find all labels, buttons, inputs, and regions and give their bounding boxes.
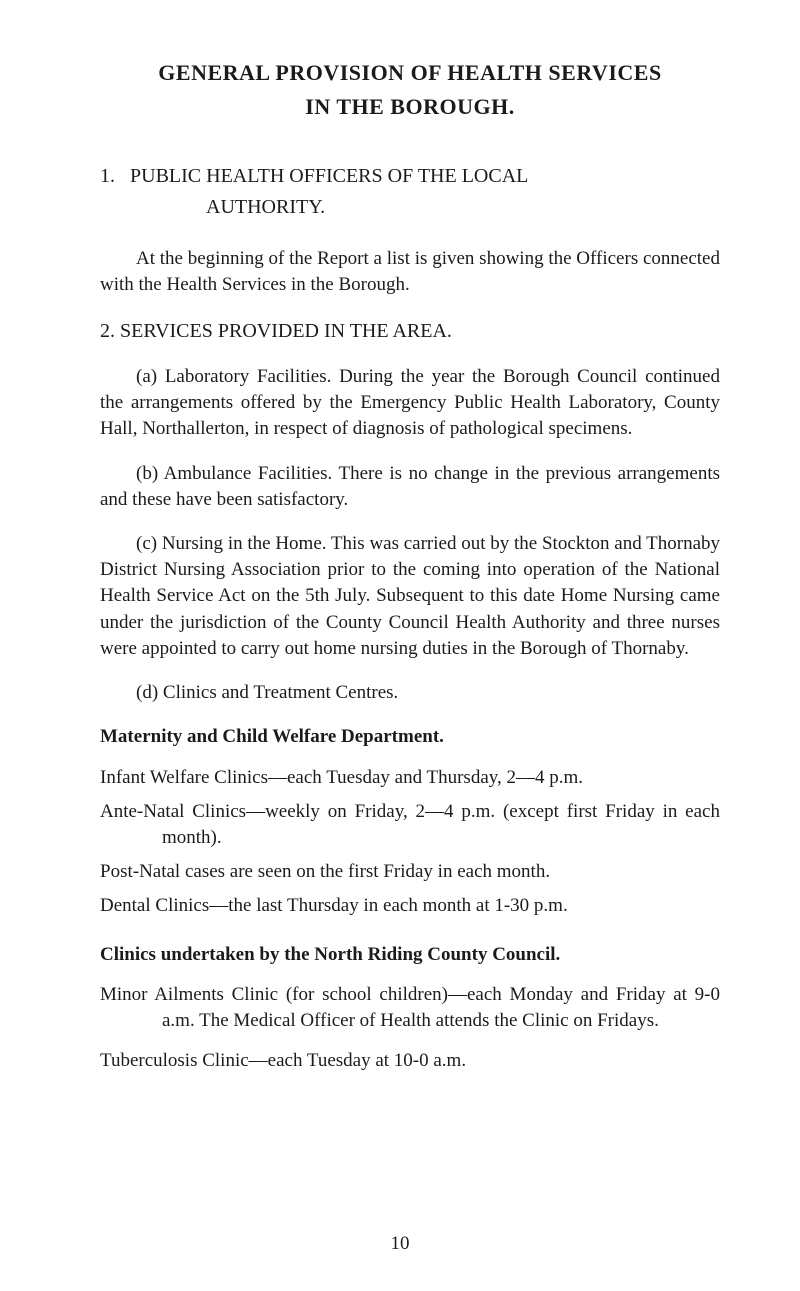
document-page: GENERAL PROVISION OF HEALTH SERVICES IN … — [0, 0, 800, 1291]
section-2a: (a) Laboratory Facilities. During the ye… — [100, 364, 720, 443]
maternity-ante: Ante-Natal Clinics—weekly on Friday, 2—4… — [100, 799, 720, 851]
section-2d: (d) Clinics and Treatment Centres. — [100, 680, 720, 706]
section-1-head: 1. PUBLIC HEALTH OFFICERS OF THE LOCAL — [100, 163, 720, 191]
page-number: 10 — [0, 1231, 800, 1257]
page-title-line1: GENERAL PROVISION OF HEALTH SERVICES — [100, 58, 720, 88]
maternity-infant: Infant Welfare Clinics—each Tuesday and … — [100, 765, 720, 791]
nrcc-heading: Clinics undertaken by the North Riding C… — [100, 942, 720, 968]
section-2-head: 2. SERVICES PROVIDED IN THE AREA. — [100, 318, 720, 346]
section-1-paragraph: At the beginning of the Report a list is… — [100, 246, 720, 298]
section-1-name: PUBLIC HEALTH OFFICERS OF THE LOCAL — [130, 163, 720, 191]
page-title-line2: IN THE BOROUGH. — [100, 92, 720, 122]
maternity-dental: Dental Clinics—the last Thursday in each… — [100, 893, 720, 919]
maternity-heading: Maternity and Child Welfare Department. — [100, 724, 720, 750]
nrcc-tb: Tuberculosis Clinic—each Tuesday at 10-0… — [100, 1048, 720, 1074]
section-2b: (b) Ambulance Facilities. There is no ch… — [100, 461, 720, 513]
section-1-authority: AUTHORITY. — [206, 194, 720, 222]
section-2c: (c) Nursing in the Home. This was carrie… — [100, 531, 720, 662]
section-1-number: 1. — [100, 163, 130, 191]
maternity-post: Post-Natal cases are seen on the first F… — [100, 859, 720, 885]
nrcc-minor: Minor Ailments Clinic (for school childr… — [100, 982, 720, 1034]
